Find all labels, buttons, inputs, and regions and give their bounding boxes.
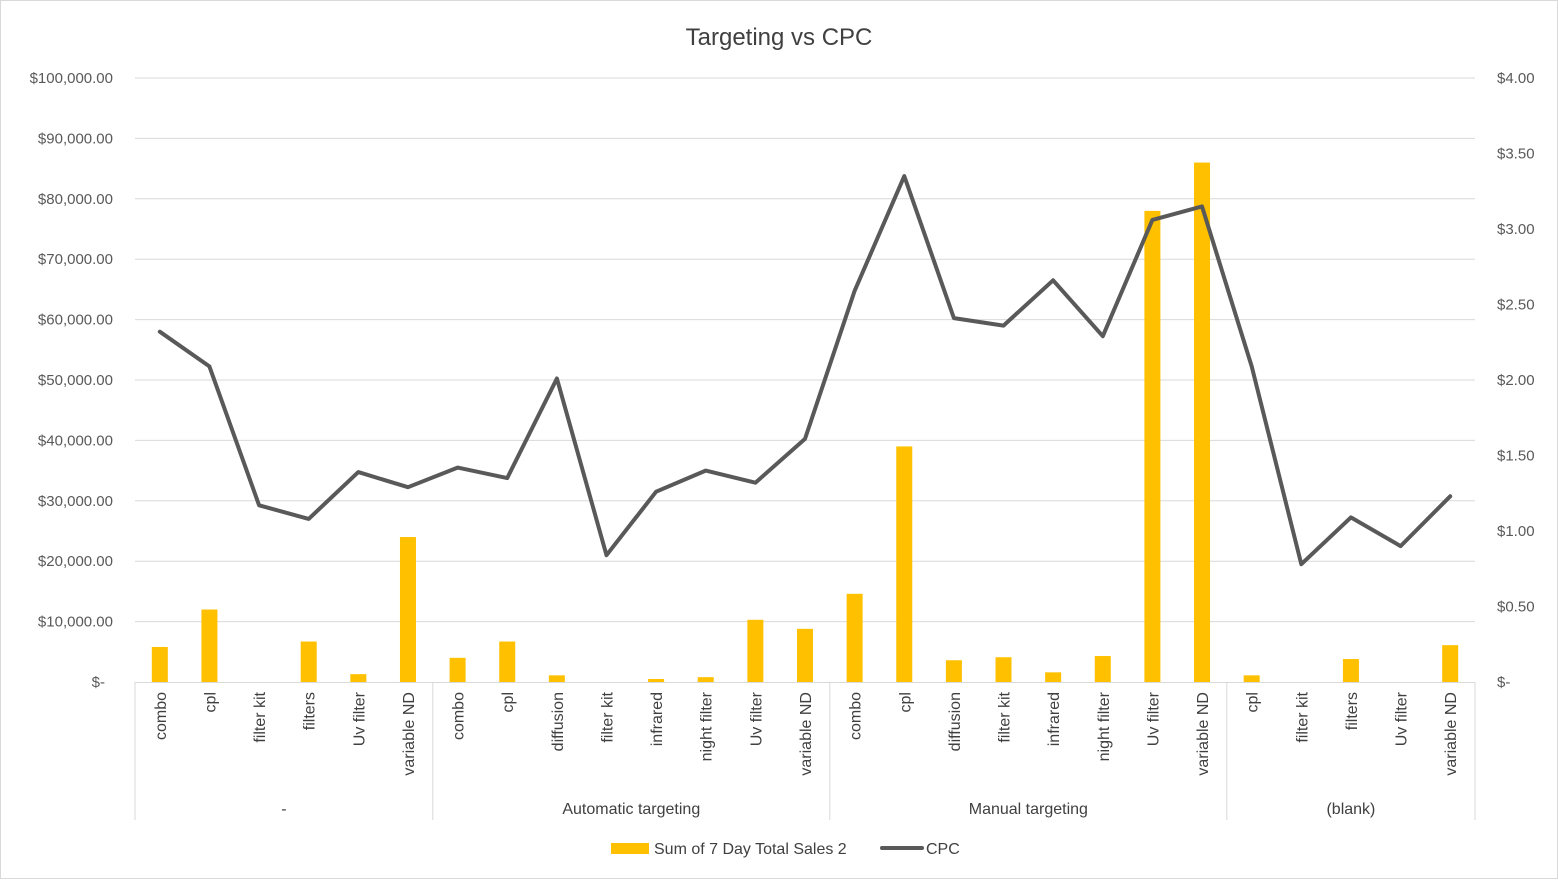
bar bbox=[152, 647, 168, 682]
category-tick-label: cpl bbox=[500, 692, 517, 712]
legend-line-label: CPC bbox=[926, 841, 960, 858]
group-label: (blank) bbox=[1326, 801, 1375, 818]
left-axis-tick-label: $50,000.00 bbox=[38, 372, 113, 389]
chart-title: Targeting vs CPC bbox=[686, 24, 873, 51]
group-label: - bbox=[281, 801, 286, 818]
bar bbox=[1045, 672, 1061, 682]
right-axis-tick-label: $1.00 bbox=[1497, 523, 1535, 540]
category-tick-label: variable ND bbox=[401, 692, 418, 776]
bar bbox=[698, 677, 714, 682]
bar bbox=[400, 537, 416, 682]
right-axis-tick-label: $1.50 bbox=[1497, 448, 1535, 465]
bar bbox=[946, 660, 962, 682]
category-tick-label: combo bbox=[848, 692, 865, 740]
category-tick-label: night filter bbox=[1096, 691, 1113, 761]
bar bbox=[648, 679, 664, 682]
right-axis-tick-label: $4.00 bbox=[1497, 70, 1535, 87]
legend-bar-swatch bbox=[611, 843, 649, 854]
bar bbox=[350, 674, 366, 682]
left-axis-tick-label: $80,000.00 bbox=[38, 191, 113, 208]
left-axis-tick-label: $70,000.00 bbox=[38, 251, 113, 268]
category-tick-label: combo bbox=[153, 692, 170, 740]
bar bbox=[996, 657, 1012, 682]
bar bbox=[1244, 675, 1260, 682]
category-tick-label: filters bbox=[302, 692, 319, 730]
bar bbox=[1194, 163, 1210, 682]
bar bbox=[1442, 645, 1458, 682]
left-axis-tick-label: $40,000.00 bbox=[38, 432, 113, 449]
category-tick-label: cpl bbox=[202, 692, 219, 712]
category-tick-label: Uv filter bbox=[748, 691, 765, 746]
bar bbox=[896, 446, 912, 682]
bar bbox=[499, 642, 515, 682]
category-tick-label: variable ND bbox=[1443, 692, 1460, 776]
bar bbox=[1095, 656, 1111, 682]
left-axis-tick-label: $10,000.00 bbox=[38, 614, 113, 631]
group-label: Automatic targeting bbox=[562, 801, 700, 818]
category-tick-label: filter kit bbox=[599, 691, 616, 742]
right-axis-tick-label: $- bbox=[1497, 674, 1510, 691]
category-tick-label: variable ND bbox=[1195, 692, 1212, 776]
category-tick-label: Uv filter bbox=[1145, 691, 1162, 746]
category-tick-label: cpl bbox=[897, 692, 914, 712]
category-tick-label: night filter bbox=[699, 691, 716, 761]
right-axis-tick-label: $2.50 bbox=[1497, 297, 1535, 314]
bar bbox=[450, 658, 466, 682]
right-axis-tick-label: $3.00 bbox=[1497, 221, 1535, 238]
left-axis-tick-label: $90,000.00 bbox=[38, 130, 113, 147]
category-tick-label: filters bbox=[1344, 692, 1361, 730]
category-tick-label: Uv filter bbox=[351, 691, 368, 746]
category-tick-label: Uv filter bbox=[1394, 691, 1411, 746]
left-axis-tick-label: $20,000.00 bbox=[38, 553, 113, 570]
bar bbox=[747, 620, 763, 682]
right-axis-tick-label: $3.50 bbox=[1497, 146, 1535, 163]
category-tick-label: diffusion bbox=[947, 692, 964, 751]
legend-bar-label: Sum of 7 Day Total Sales 2 bbox=[654, 841, 847, 858]
category-tick-label: filter kit bbox=[252, 691, 269, 742]
right-axis-tick-label: $2.00 bbox=[1497, 372, 1535, 389]
category-tick-label: diffusion bbox=[550, 692, 567, 751]
bar bbox=[1144, 211, 1160, 682]
right-axis-tick-label: $0.50 bbox=[1497, 599, 1535, 616]
left-axis-tick-label: $- bbox=[92, 674, 105, 691]
category-tick-label: infrared bbox=[649, 692, 666, 746]
bar bbox=[1343, 659, 1359, 682]
left-axis-tick-label: $100,000.00 bbox=[30, 70, 113, 87]
bar bbox=[847, 594, 863, 682]
bar bbox=[797, 629, 813, 682]
left-axis-tick-label: $60,000.00 bbox=[38, 312, 113, 329]
group-label: Manual targeting bbox=[969, 801, 1088, 818]
bar bbox=[301, 642, 317, 682]
category-tick-label: filter kit bbox=[997, 691, 1014, 742]
category-tick-label: filter kit bbox=[1294, 691, 1311, 742]
category-tick-label: variable ND bbox=[798, 692, 815, 776]
category-tick-label: infrared bbox=[1046, 692, 1063, 746]
category-tick-label: combo bbox=[451, 692, 468, 740]
bar bbox=[549, 675, 565, 682]
bar bbox=[201, 610, 217, 682]
left-axis-tick-label: $30,000.00 bbox=[38, 493, 113, 510]
category-tick-label: cpl bbox=[1245, 692, 1262, 712]
